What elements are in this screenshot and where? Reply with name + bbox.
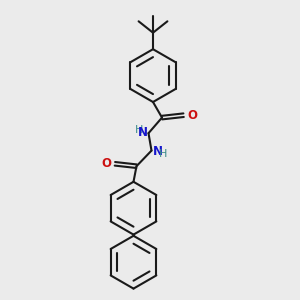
Text: N: N [153, 145, 163, 158]
Text: O: O [101, 157, 111, 170]
Text: H: H [159, 148, 167, 159]
Text: O: O [188, 109, 197, 122]
Text: N: N [138, 126, 148, 139]
Text: H: H [135, 125, 144, 135]
